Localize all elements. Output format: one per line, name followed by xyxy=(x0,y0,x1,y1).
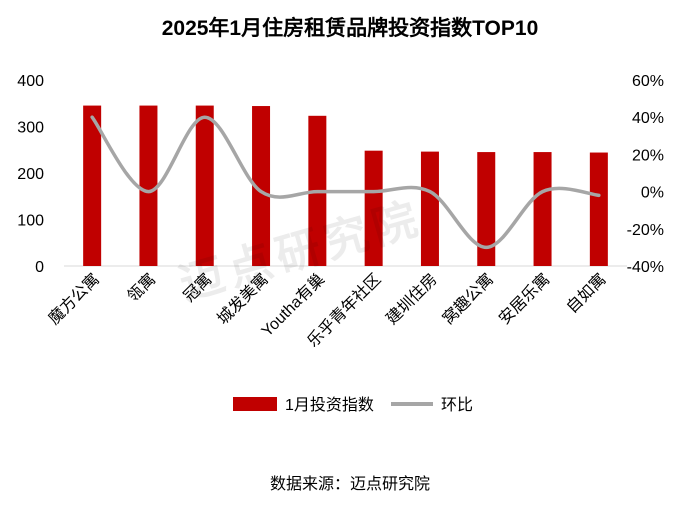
bar xyxy=(420,151,439,266)
y-left-tick-label: 300 xyxy=(17,120,44,137)
x-tick-label: 窝趣公寓 xyxy=(439,270,497,328)
bar xyxy=(252,106,271,266)
x-tick-label: 安居乐寓 xyxy=(495,270,553,328)
y-right-tick-label: 40% xyxy=(632,110,664,127)
legend-bar-label: 1月投资指数 xyxy=(285,396,374,414)
x-tick-label: 魔方公寓 xyxy=(45,270,103,328)
y-right-tick-label: 60% xyxy=(632,73,664,90)
x-tick-label: 城发美寓 xyxy=(214,270,272,328)
y-left-tick-label: 400 xyxy=(17,73,44,90)
x-tick-label: 瓴寓 xyxy=(124,270,159,305)
bar xyxy=(589,152,608,266)
y-right-tick-label: -20% xyxy=(627,222,664,239)
x-tick-label: 冠寓 xyxy=(180,270,215,305)
y-right-tick-label: 20% xyxy=(632,147,664,164)
y-left-tick-label: 100 xyxy=(17,213,44,230)
legend-line-label: 环比 xyxy=(441,396,473,414)
mom-line xyxy=(90,115,601,250)
chart-title: 2025年1月住房租赁品牌投资指数TOP10 xyxy=(161,17,539,40)
y-left-tick-label: 200 xyxy=(17,166,44,183)
y-left-tick-label: 0 xyxy=(35,259,44,276)
x-tick-label: 自如寓 xyxy=(563,270,610,317)
y-right-tick-label: 0% xyxy=(641,185,664,202)
bar xyxy=(139,105,158,266)
bar xyxy=(195,105,214,266)
x-tick-label: 建圳住房 xyxy=(383,270,441,328)
bar xyxy=(533,152,552,266)
bar xyxy=(364,150,383,266)
legend-bar-swatch xyxy=(233,397,277,411)
bar xyxy=(83,105,102,266)
bar xyxy=(477,152,496,266)
source-note: 数据来源：迈点研究院 xyxy=(269,476,430,493)
y-right-tick-label: -40% xyxy=(627,259,664,276)
